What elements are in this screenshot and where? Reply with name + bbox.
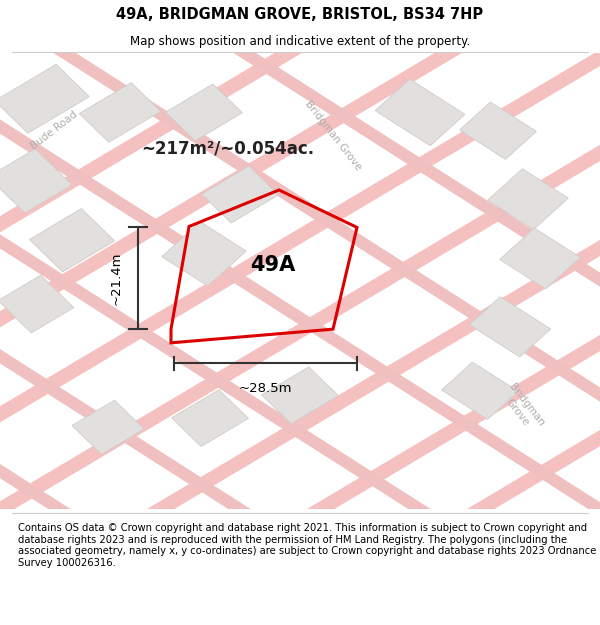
Polygon shape: [262, 367, 338, 424]
Text: Map shows position and indicative extent of the property.: Map shows position and indicative extent…: [130, 35, 470, 48]
Polygon shape: [442, 362, 518, 419]
Polygon shape: [460, 102, 536, 159]
Text: Bridgman Grove: Bridgman Grove: [303, 99, 363, 172]
Polygon shape: [162, 222, 246, 286]
Polygon shape: [0, 0, 444, 625]
Polygon shape: [488, 169, 568, 229]
Polygon shape: [202, 166, 278, 223]
Polygon shape: [500, 228, 580, 289]
Polygon shape: [0, 275, 74, 333]
Polygon shape: [29, 209, 115, 272]
Text: Bridgman
Grove: Bridgman Grove: [498, 382, 546, 436]
Polygon shape: [79, 82, 161, 142]
Polygon shape: [0, 149, 72, 213]
Polygon shape: [0, 64, 89, 133]
Text: ~21.4m: ~21.4m: [110, 251, 123, 305]
Polygon shape: [0, 0, 471, 625]
Polygon shape: [375, 79, 465, 146]
Text: ~217m²/~0.054ac.: ~217m²/~0.054ac.: [142, 140, 314, 158]
Polygon shape: [166, 84, 242, 141]
Polygon shape: [72, 400, 144, 454]
Text: 49A: 49A: [250, 255, 296, 275]
Text: Contains OS data © Crown copyright and database right 2021. This information is : Contains OS data © Crown copyright and d…: [18, 523, 596, 568]
Text: 49A, BRIDGMAN GROVE, BRISTOL, BS34 7HP: 49A, BRIDGMAN GROVE, BRISTOL, BS34 7HP: [116, 8, 484, 22]
Text: ~28.5m: ~28.5m: [239, 382, 292, 394]
Polygon shape: [36, 0, 600, 625]
Polygon shape: [9, 0, 600, 625]
Polygon shape: [469, 297, 551, 357]
Text: Bude Road: Bude Road: [29, 109, 79, 152]
Polygon shape: [172, 390, 248, 446]
